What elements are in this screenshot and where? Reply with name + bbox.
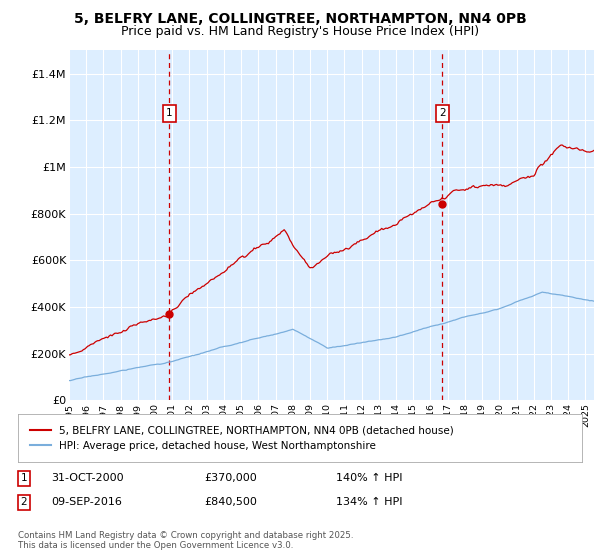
Text: 1: 1 — [166, 109, 173, 118]
Legend: 5, BELFRY LANE, COLLINGTREE, NORTHAMPTON, NN4 0PB (detached house), HPI: Average: 5, BELFRY LANE, COLLINGTREE, NORTHAMPTON… — [26, 421, 458, 455]
Text: Contains HM Land Registry data © Crown copyright and database right 2025.
This d: Contains HM Land Registry data © Crown c… — [18, 531, 353, 550]
Text: 2: 2 — [439, 109, 446, 118]
Text: 09-SEP-2016: 09-SEP-2016 — [51, 497, 122, 507]
Text: 134% ↑ HPI: 134% ↑ HPI — [336, 497, 403, 507]
Text: 2: 2 — [20, 497, 28, 507]
Text: 1: 1 — [20, 473, 28, 483]
Text: 5, BELFRY LANE, COLLINGTREE, NORTHAMPTON, NN4 0PB: 5, BELFRY LANE, COLLINGTREE, NORTHAMPTON… — [74, 12, 526, 26]
Text: 31-OCT-2000: 31-OCT-2000 — [51, 473, 124, 483]
Text: £370,000: £370,000 — [204, 473, 257, 483]
Text: Price paid vs. HM Land Registry's House Price Index (HPI): Price paid vs. HM Land Registry's House … — [121, 25, 479, 38]
Text: 140% ↑ HPI: 140% ↑ HPI — [336, 473, 403, 483]
Text: £840,500: £840,500 — [204, 497, 257, 507]
